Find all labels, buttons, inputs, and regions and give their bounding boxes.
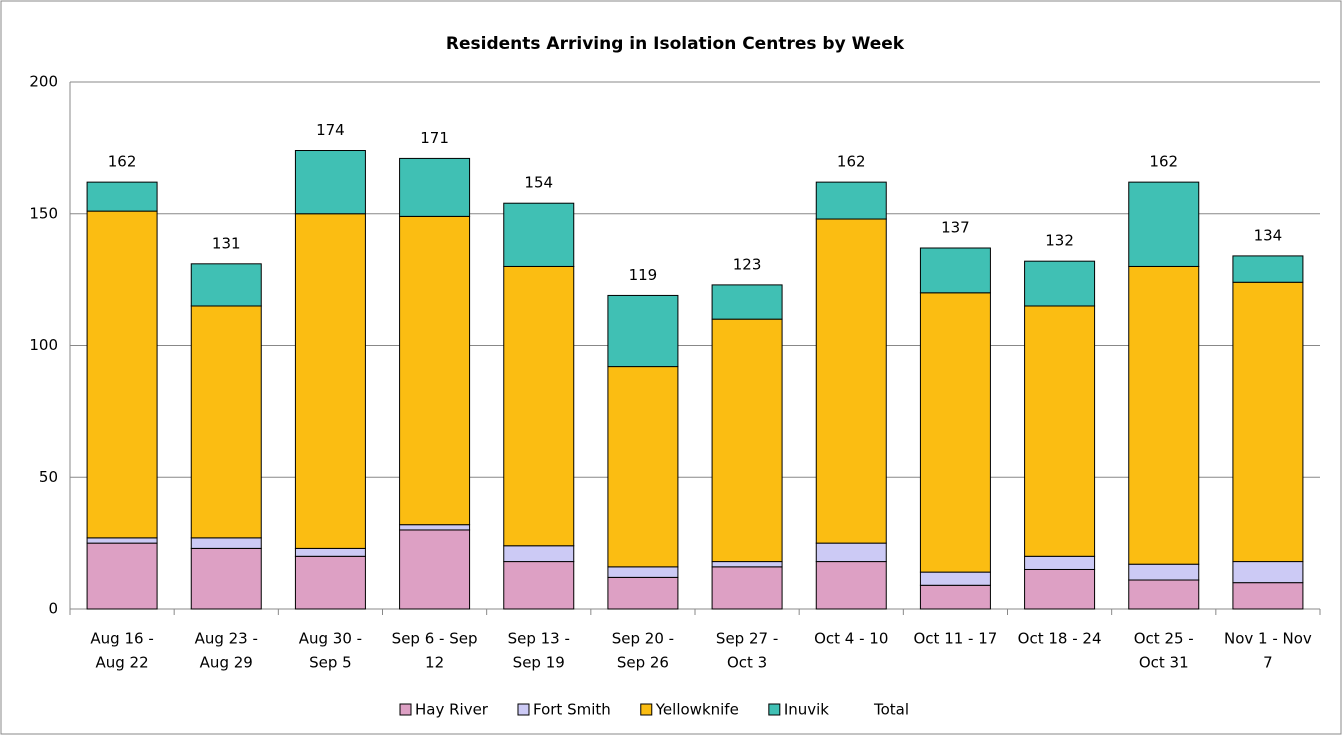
bar-segment	[190, 305, 262, 539]
bar-segment	[919, 584, 991, 610]
x-tick-label: 12	[425, 654, 444, 672]
legend-label: Inuvik	[784, 701, 829, 719]
bar-segment	[86, 181, 158, 212]
legend-label: Fort Smith	[533, 701, 611, 719]
x-tick-label: Sep 20 -	[612, 630, 674, 648]
bar-segment	[1024, 555, 1096, 570]
legend-label: Hay River	[415, 701, 489, 719]
bar-segment	[294, 555, 366, 610]
bar-segment	[1232, 255, 1304, 283]
bar-segment	[190, 547, 262, 610]
total-label: 119	[629, 266, 658, 284]
x-tick-label: Oct 25 -	[1134, 630, 1194, 648]
bar-segment	[919, 292, 991, 573]
bar-segment	[1232, 582, 1304, 610]
x-tick-label: Nov 1 - Nov	[1224, 630, 1312, 648]
y-tick-label: 100	[29, 336, 58, 354]
bar-segment	[1024, 260, 1096, 307]
y-tick-label: 200	[29, 73, 58, 91]
bar-segment	[1128, 181, 1200, 267]
x-tick-label: Oct 3	[727, 654, 767, 672]
bar-segment	[815, 542, 887, 563]
bar-segment	[711, 561, 783, 568]
bar-segment	[86, 542, 158, 610]
bar-segment	[815, 218, 887, 544]
total-label: 131	[212, 234, 241, 252]
bar-segment	[711, 566, 783, 610]
x-tick-label: Aug 30 -	[299, 630, 362, 648]
bar-segment	[294, 213, 366, 549]
x-tick-label: Aug 22	[96, 654, 149, 672]
bar-segment	[503, 545, 575, 563]
y-tick-label: 0	[48, 600, 58, 618]
bar-segment	[399, 215, 471, 526]
bar-segment	[399, 524, 471, 531]
bar-segment	[86, 537, 158, 544]
x-tick-label: Aug 29	[200, 654, 253, 672]
bar-segment	[711, 284, 783, 320]
bar-segment	[1024, 568, 1096, 610]
total-label: 134	[1254, 226, 1283, 244]
legend-label: Yellowknife	[655, 701, 739, 719]
total-label: 123	[733, 255, 762, 273]
bar-segment	[1128, 563, 1200, 581]
total-label: 162	[108, 153, 137, 171]
bar-segment	[607, 366, 679, 568]
total-label: 171	[420, 129, 449, 147]
bar-segment	[503, 561, 575, 610]
bar-segment	[503, 265, 575, 547]
legend-swatch	[768, 703, 781, 716]
total-label: 137	[941, 219, 970, 237]
x-tick-label: Sep 19	[513, 654, 565, 672]
legend-label: Total	[873, 701, 909, 719]
bar-segment	[815, 181, 887, 220]
x-tick-label: Aug 16 -	[90, 630, 153, 648]
bar-segment	[919, 247, 991, 294]
bar-segment	[607, 566, 679, 578]
x-tick-label: Sep 13 -	[508, 630, 570, 648]
x-tick-label: Aug 23 -	[195, 630, 258, 648]
bar-segment	[607, 576, 679, 610]
bar-segment	[1232, 281, 1304, 563]
bar-segment	[190, 263, 262, 307]
bar-segment	[1128, 579, 1200, 610]
bar-segment	[399, 157, 471, 217]
x-tick-label: Sep 26	[617, 654, 669, 672]
total-label: 132	[1045, 232, 1074, 250]
bar-segment	[607, 294, 679, 368]
legend-swatch	[399, 703, 412, 716]
total-label: 154	[524, 174, 553, 192]
bar-segment	[919, 571, 991, 586]
bar-segment	[503, 202, 575, 267]
bar-segment	[190, 537, 262, 549]
x-tick-label: Oct 11 - 17	[914, 630, 998, 648]
x-tick-label: 7	[1263, 654, 1273, 672]
bar-segment	[1232, 561, 1304, 584]
total-label: 174	[316, 121, 345, 139]
x-tick-label: Oct 31	[1139, 654, 1189, 672]
bar-segment	[86, 210, 158, 539]
total-label: 162	[837, 153, 866, 171]
bar-segment	[294, 547, 366, 557]
x-tick-label: Sep 5	[309, 654, 352, 672]
bar-segment	[815, 561, 887, 610]
x-tick-label: Oct 4 - 10	[814, 630, 888, 648]
bar-segment	[711, 318, 783, 563]
x-tick-label: Sep 6 - Sep	[392, 630, 478, 648]
bar-segment	[1128, 265, 1200, 565]
bar-segment	[294, 150, 366, 215]
legend-swatch	[517, 703, 530, 716]
bar-segment	[399, 529, 471, 610]
legend-swatch	[640, 703, 653, 716]
chart-title: Residents Arriving in Isolation Centres …	[446, 34, 905, 54]
total-label: 162	[1149, 153, 1178, 171]
bar-segment	[1024, 305, 1096, 557]
x-tick-label: Oct 18 - 24	[1018, 630, 1102, 648]
x-tick-label: Sep 27 -	[716, 630, 778, 648]
y-tick-label: 150	[29, 204, 58, 222]
y-tick-label: 50	[39, 468, 58, 486]
